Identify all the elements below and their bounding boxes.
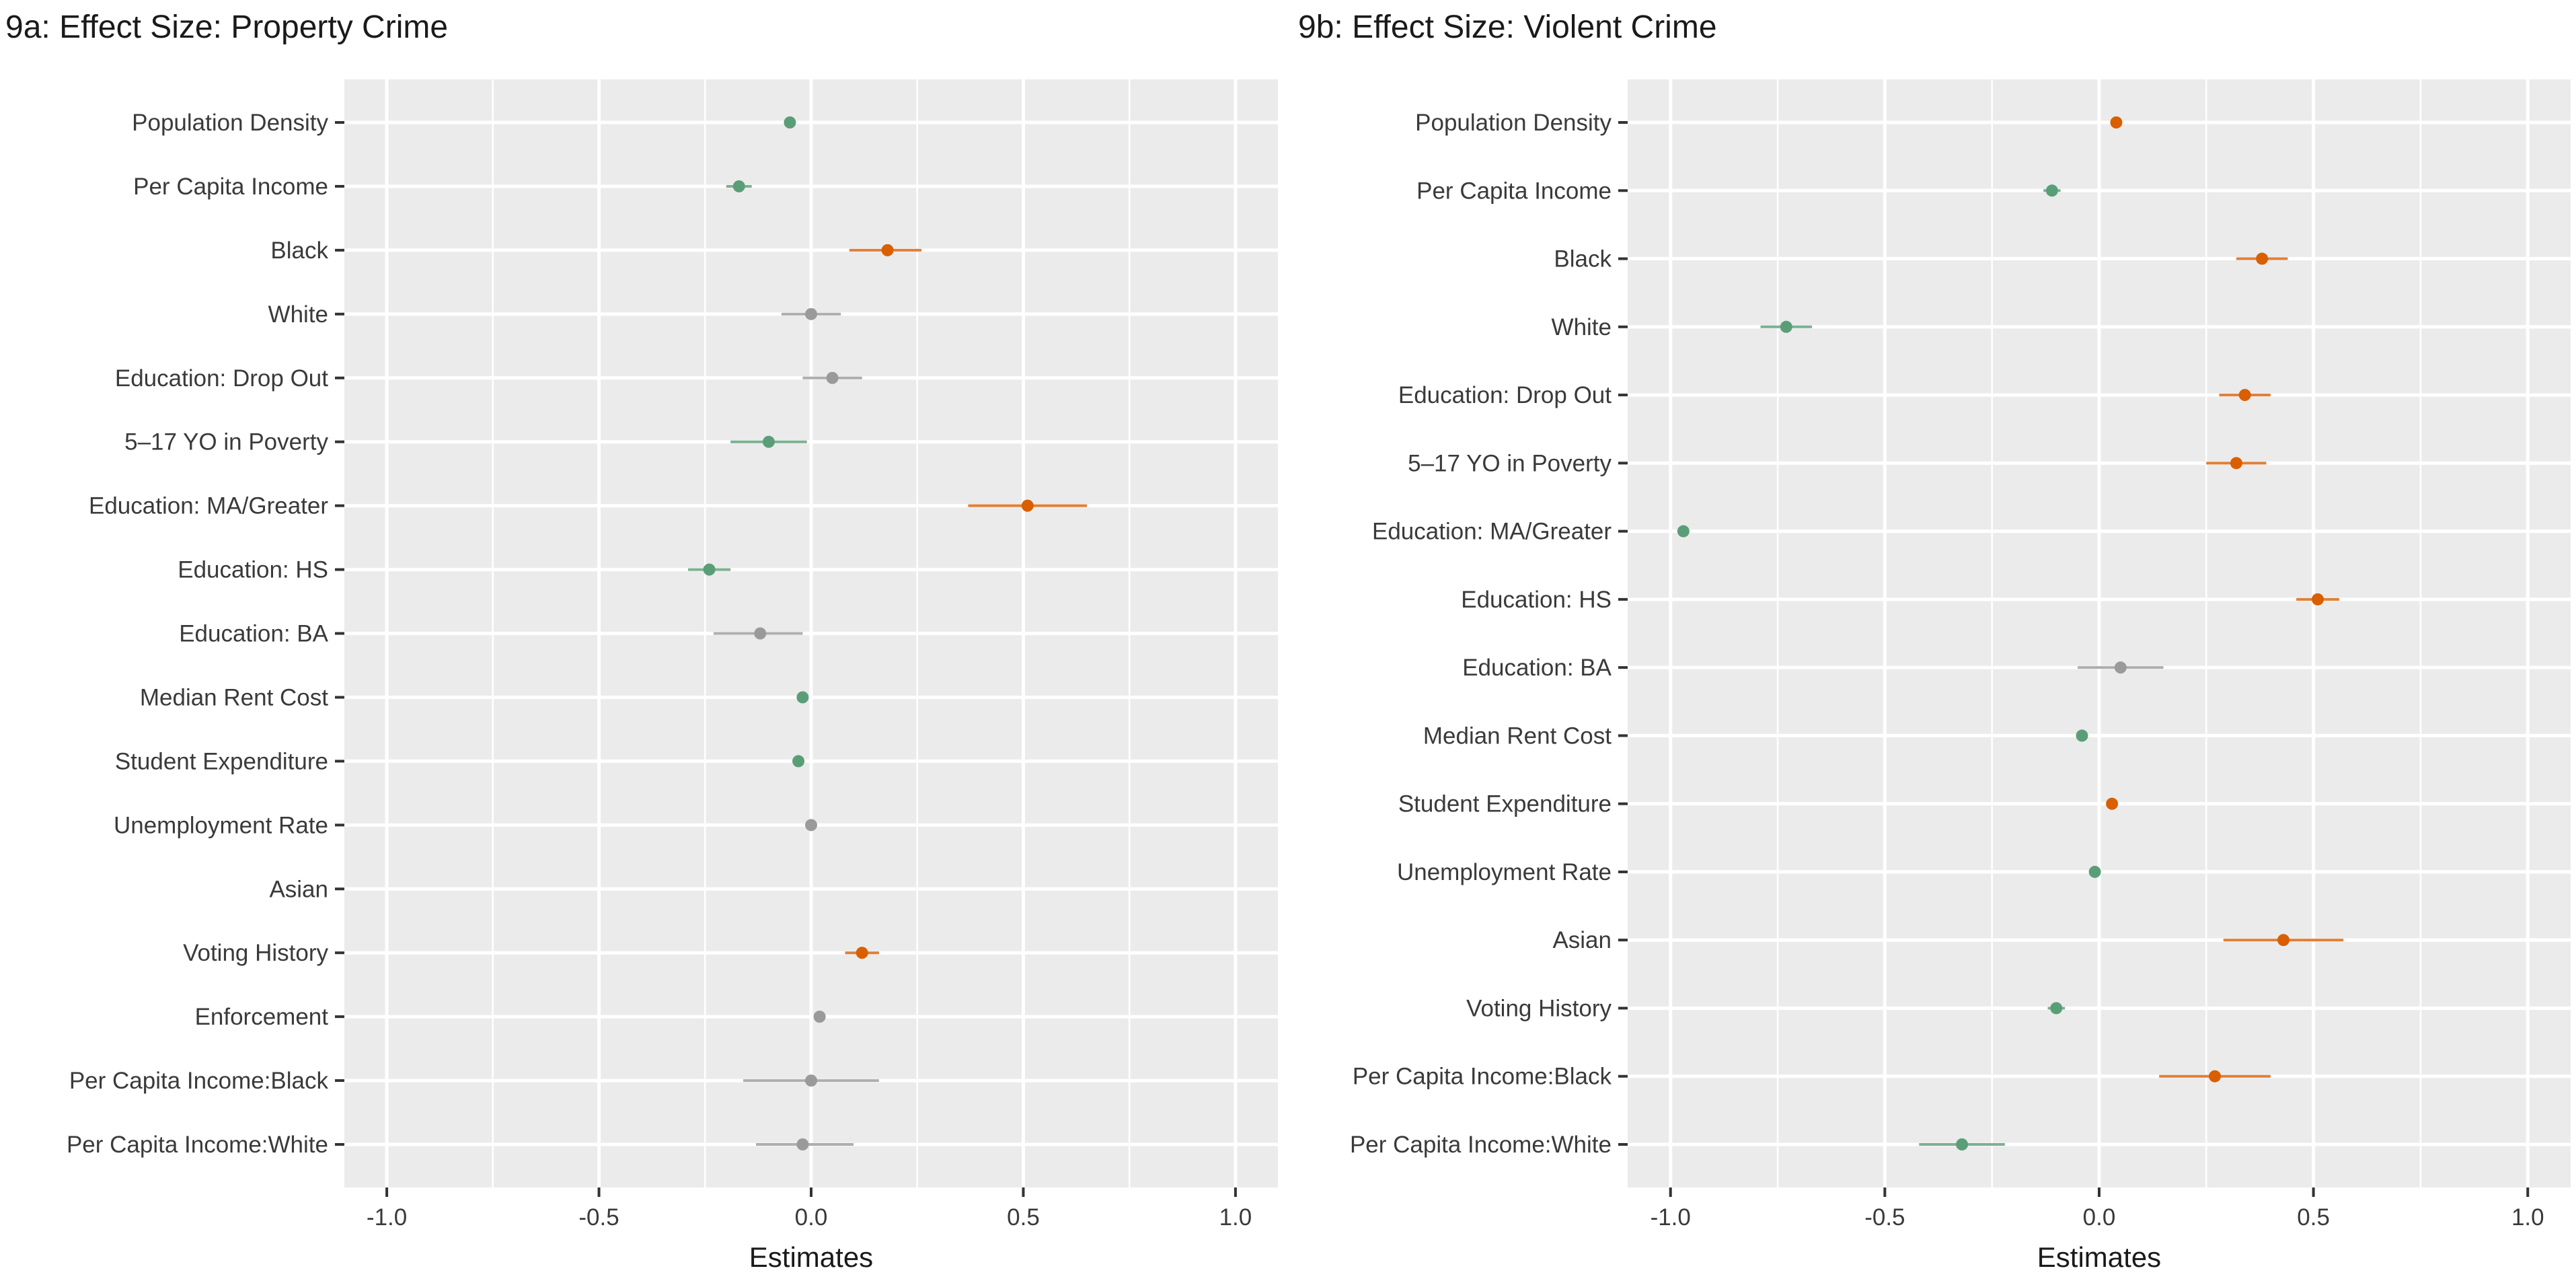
estimate-point [2114,661,2127,674]
estimate-point [2106,797,2119,810]
estimate-point [805,307,817,320]
category-label: Enforcement [195,1004,329,1030]
chart-title: 9b: Effect Size: Violent Crime [1298,9,1717,45]
estimate-point [703,563,716,576]
estimate-point [2230,457,2242,470]
category-label: Education: Drop Out [1398,382,1612,408]
x-tick-label: 1.0 [2511,1204,2544,1231]
x-tick-label: 0.5 [2297,1204,2330,1231]
estimate-point [805,819,817,832]
estimate-point [2088,865,2101,878]
chart-title: 9a: Effect Size: Property Crime [5,9,448,45]
estimate-point [2238,389,2251,402]
estimate-point [2045,184,2058,197]
estimate-point [805,1074,817,1087]
estimate-point [826,371,839,384]
category-label: Per Capita Income:White [67,1132,328,1158]
x-axis-ticks: -1.0 -0.5 0.0 0.5 1.0 [367,1187,1252,1231]
estimate-point [1021,499,1034,512]
category-label: Education: HS [178,557,328,583]
category-label: Per Capita Income:Black [1353,1064,1612,1090]
estimate-point [2050,1002,2063,1015]
category-label: Asian [269,876,328,902]
estimate-point [1780,320,1792,333]
estimate-marks [688,116,1088,1150]
category-label: Median Rent Cost [1423,723,1612,749]
category-labels: Population Density Per Capita Income Black… [67,110,344,1158]
category-label: Education: MA/Greater [1372,519,1612,545]
category-label: White [1552,314,1612,340]
category-label: Median Rent Cost [140,684,328,710]
category-label: Education: MA/Greater [89,493,328,519]
x-axis-ticks: -1.0 -0.5 0.0 0.5 1.0 [1651,1187,2544,1231]
estimate-point [762,435,775,448]
category-label: Unemployment Rate [114,812,328,838]
x-tick-label: -0.5 [1864,1204,1905,1231]
estimate-point [1677,525,1690,538]
estimate-point [2256,252,2269,265]
category-label: White [268,301,328,328]
property-crime-chart: 9a: Effect Size: Property Crime Populati… [5,9,1278,1273]
category-label: Education: HS [1461,587,1612,613]
category-labels: Population Density Per Capita Income Black… [1350,110,1628,1158]
category-label: Voting History [1466,995,1612,1021]
estimate-point [813,1011,826,1023]
estimate-point [1956,1138,1969,1150]
category-label: Per Capita Income [1416,178,1612,204]
violent-crime-chart: 9b: Effect Size: Violent Crime Populatio… [1298,9,2571,1273]
estimate-point [732,180,745,192]
category-label: Population Density [1415,110,1612,136]
category-label: Per Capita Income:Black [69,1068,329,1094]
estimate-point [784,116,796,129]
category-label: Education: BA [179,621,328,647]
x-tick-label: -1.0 [1651,1204,1691,1231]
category-label: Asian [1552,927,1612,953]
category-label: Black [1554,246,1612,272]
estimate-marks [1677,116,2344,1150]
gridlines [1628,79,2571,1187]
estimate-point [796,1138,809,1150]
estimate-point [2209,1070,2222,1083]
x-tick-label: 1.0 [1219,1204,1252,1231]
estimate-point [792,755,805,768]
category-label: Per Capita Income [133,174,328,200]
category-label: Student Expenditure [115,748,328,774]
estimate-point [2277,934,2290,947]
category-label: Education: Drop Out [115,365,328,392]
category-label: 5–17 YO in Poverty [1408,450,1612,476]
category-label: Student Expenditure [1398,791,1612,817]
category-label: Population Density [132,110,328,136]
category-label: Black [270,237,328,264]
estimate-point [881,244,894,256]
x-tick-label: 0.0 [795,1204,828,1231]
category-label: Education: BA [1462,655,1612,681]
estimate-point [856,947,868,959]
category-label: Per Capita Income:White [1350,1132,1612,1158]
estimate-point [796,691,809,704]
x-tick-label: 0.5 [1007,1204,1040,1231]
category-label: 5–17 YO in Poverty [124,429,328,455]
estimate-point [754,627,767,640]
x-tick-label: -1.0 [367,1204,407,1231]
category-label: Unemployment Rate [1397,859,1612,885]
estimate-point [2076,729,2088,742]
x-tick-label: -0.5 [578,1204,619,1231]
x-axis-title: Estimates [2037,1241,2161,1273]
category-label: Voting History [183,940,328,966]
estimate-point [2110,116,2123,129]
x-tick-label: 0.0 [2083,1204,2116,1231]
estimate-point [2312,593,2324,606]
x-axis-title: Estimates [749,1241,873,1273]
